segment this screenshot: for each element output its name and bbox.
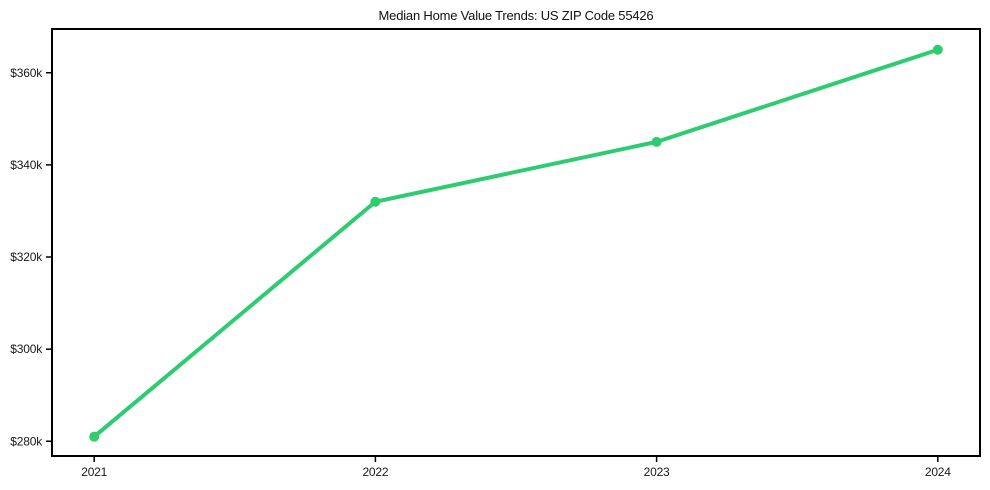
chart-title: Median Home Value Trends: US ZIP Code 55… [378, 8, 654, 23]
data-point [370, 196, 381, 207]
plot-border [51, 28, 981, 457]
y-axis-tick-label: $300k [10, 342, 43, 356]
trend-line [92, 47, 940, 439]
x-axis-tick-label: 2023 [644, 465, 670, 479]
y-axis-tick-label: $320k [10, 250, 43, 264]
x-axis-tick-label: 2021 [81, 465, 107, 479]
data-point [651, 136, 662, 147]
data-point [932, 44, 943, 55]
y-axis-tick-label: $340k [10, 158, 43, 172]
x-axis-tick-label: 2022 [362, 465, 388, 479]
y-axis-tick-label: $280k [10, 434, 43, 448]
y-axis-tick-label: $360k [10, 66, 43, 80]
x-axis-tick-label: 2024 [925, 465, 951, 479]
data-point [89, 431, 100, 442]
